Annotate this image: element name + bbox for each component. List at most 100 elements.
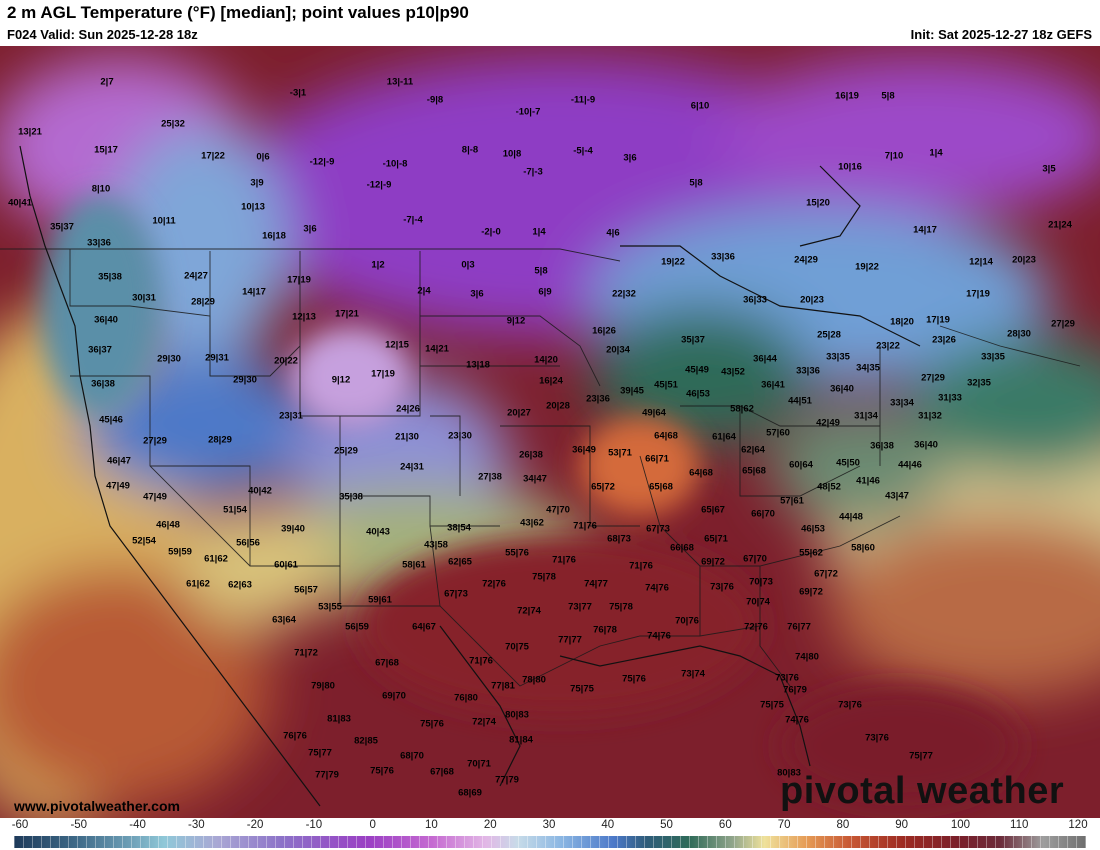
point-value: 38|54: [447, 522, 471, 534]
point-value: 75|75: [760, 699, 784, 711]
point-value: 52|54: [132, 535, 156, 547]
point-value: 46|48: [156, 519, 180, 531]
point-value: 73|76: [710, 581, 734, 593]
point-value: -7|-4: [403, 214, 423, 226]
point-value: 17|19: [287, 274, 311, 286]
point-value: 67|73: [444, 588, 468, 600]
valid-time: F024 Valid: Sun 2025-12-28 18z: [7, 27, 198, 42]
point-value: 81|84: [509, 734, 533, 746]
point-value: 71|76: [629, 560, 653, 572]
point-value: 3|6: [623, 152, 637, 164]
point-value: 49|64: [642, 407, 666, 419]
point-value: 15|17: [94, 144, 118, 156]
point-value: 56|59: [345, 621, 369, 633]
point-value: 67|68: [375, 657, 399, 669]
point-value: 35|37: [681, 334, 705, 346]
point-value: 33|36: [711, 251, 735, 263]
point-value: 43|47: [885, 490, 909, 502]
point-value: 33|34: [890, 397, 914, 409]
point-value: 71|76: [469, 655, 493, 667]
point-value: 61|62: [186, 578, 210, 590]
point-value: 4|6: [606, 227, 620, 239]
point-value: 76|77: [787, 621, 811, 633]
point-value: 46|53: [686, 388, 710, 400]
point-value: 73|76: [865, 732, 889, 744]
point-value: 69|72: [799, 586, 823, 598]
point-value: 73|77: [568, 601, 592, 613]
point-value: -2|-0: [481, 226, 501, 238]
point-value: 75|76: [622, 673, 646, 685]
point-value: 74|80: [795, 651, 819, 663]
point-value: 24|26: [396, 403, 420, 415]
point-value: 40|42: [248, 485, 272, 497]
point-value: 53|71: [608, 447, 632, 459]
point-value: 3|6: [303, 223, 317, 235]
point-value: -7|-3: [523, 166, 543, 178]
point-value: 67|70: [743, 553, 767, 565]
point-value: 77|77: [558, 634, 582, 646]
point-value: 72|74: [517, 605, 541, 617]
point-value: 75|76: [370, 765, 394, 777]
point-value: 16|26: [592, 325, 616, 337]
point-value: 82|85: [354, 735, 378, 747]
point-value: 29|30: [157, 353, 181, 365]
point-value: 76|79: [783, 684, 807, 696]
point-value: 24|31: [400, 461, 424, 473]
point-value: 75|78: [532, 571, 556, 583]
colorbar-tick-label: -10: [305, 819, 323, 831]
point-value: 36|41: [761, 379, 785, 391]
point-value: 20|23: [800, 294, 824, 306]
point-value: 62|64: [741, 444, 765, 456]
point-value: 7|10: [884, 150, 904, 162]
point-value: 14|17: [242, 286, 266, 298]
point-value: 58|62: [730, 403, 754, 415]
point-value: 70|73: [749, 576, 773, 588]
point-value: 65|71: [704, 533, 728, 545]
point-value: 17|22: [201, 150, 225, 162]
point-value: 36|37: [88, 344, 112, 356]
point-value: 80|83: [505, 709, 529, 721]
point-value: 17|19: [371, 368, 395, 380]
point-value: 72|76: [744, 621, 768, 633]
point-value: 20|23: [1012, 254, 1036, 266]
point-value: 6|10: [690, 100, 710, 112]
colorbar-tick-label: 80: [836, 819, 850, 831]
point-value: 74|76: [645, 582, 669, 594]
point-value: 35|38: [98, 271, 122, 283]
point-value: 68|70: [400, 750, 424, 762]
point-value: 23|30: [448, 430, 472, 442]
point-value: 23|26: [932, 334, 956, 346]
point-value: 18|20: [890, 316, 914, 328]
point-value: 43|52: [721, 366, 745, 378]
point-value: 41|46: [856, 475, 880, 487]
point-value: 66|68: [670, 542, 694, 554]
point-value: 25|29: [334, 445, 358, 457]
colorbar-tick-label: 30: [542, 819, 556, 831]
point-value: 0|3: [461, 259, 475, 271]
point-value: 25|32: [161, 118, 185, 130]
point-value: 45|46: [99, 414, 123, 426]
point-value: 53|55: [318, 601, 342, 613]
point-value: 16|19: [835, 90, 859, 102]
point-value: 13|-11: [386, 76, 414, 88]
colorbar-tick-label: 90: [895, 819, 909, 831]
point-value: 60|61: [274, 559, 298, 571]
point-value: 65|72: [591, 481, 615, 493]
point-value: 15|20: [806, 197, 830, 209]
colorbar-tick-label: -30: [188, 819, 205, 831]
point-value: 36|38: [870, 440, 894, 452]
point-value: 44|48: [839, 511, 863, 523]
point-value: 5|8: [689, 177, 703, 189]
point-value: 56|57: [294, 584, 318, 596]
point-value: 65|67: [701, 504, 725, 516]
point-value: 64|67: [412, 621, 436, 633]
point-value: 36|38: [91, 378, 115, 390]
point-value: 14|20: [534, 354, 558, 366]
temperature-map[interactable]: 2|7 -3|1 13|-11 -9|8 -11|-9 6|10 16|19 5|8 13|21…: [0, 46, 1100, 818]
colorbar-tick-label: -50: [70, 819, 88, 831]
point-value: 76|78: [593, 624, 617, 636]
colorbar-ticks: -60 -50 -40 -30 -20 -10 0 10 20 30 40 50 60 70 80 90 100…: [0, 818, 1100, 834]
point-value: 68|73: [607, 533, 631, 545]
website-label[interactable]: www.pivotalweather.com: [14, 798, 180, 814]
point-value: 44|51: [788, 395, 812, 407]
